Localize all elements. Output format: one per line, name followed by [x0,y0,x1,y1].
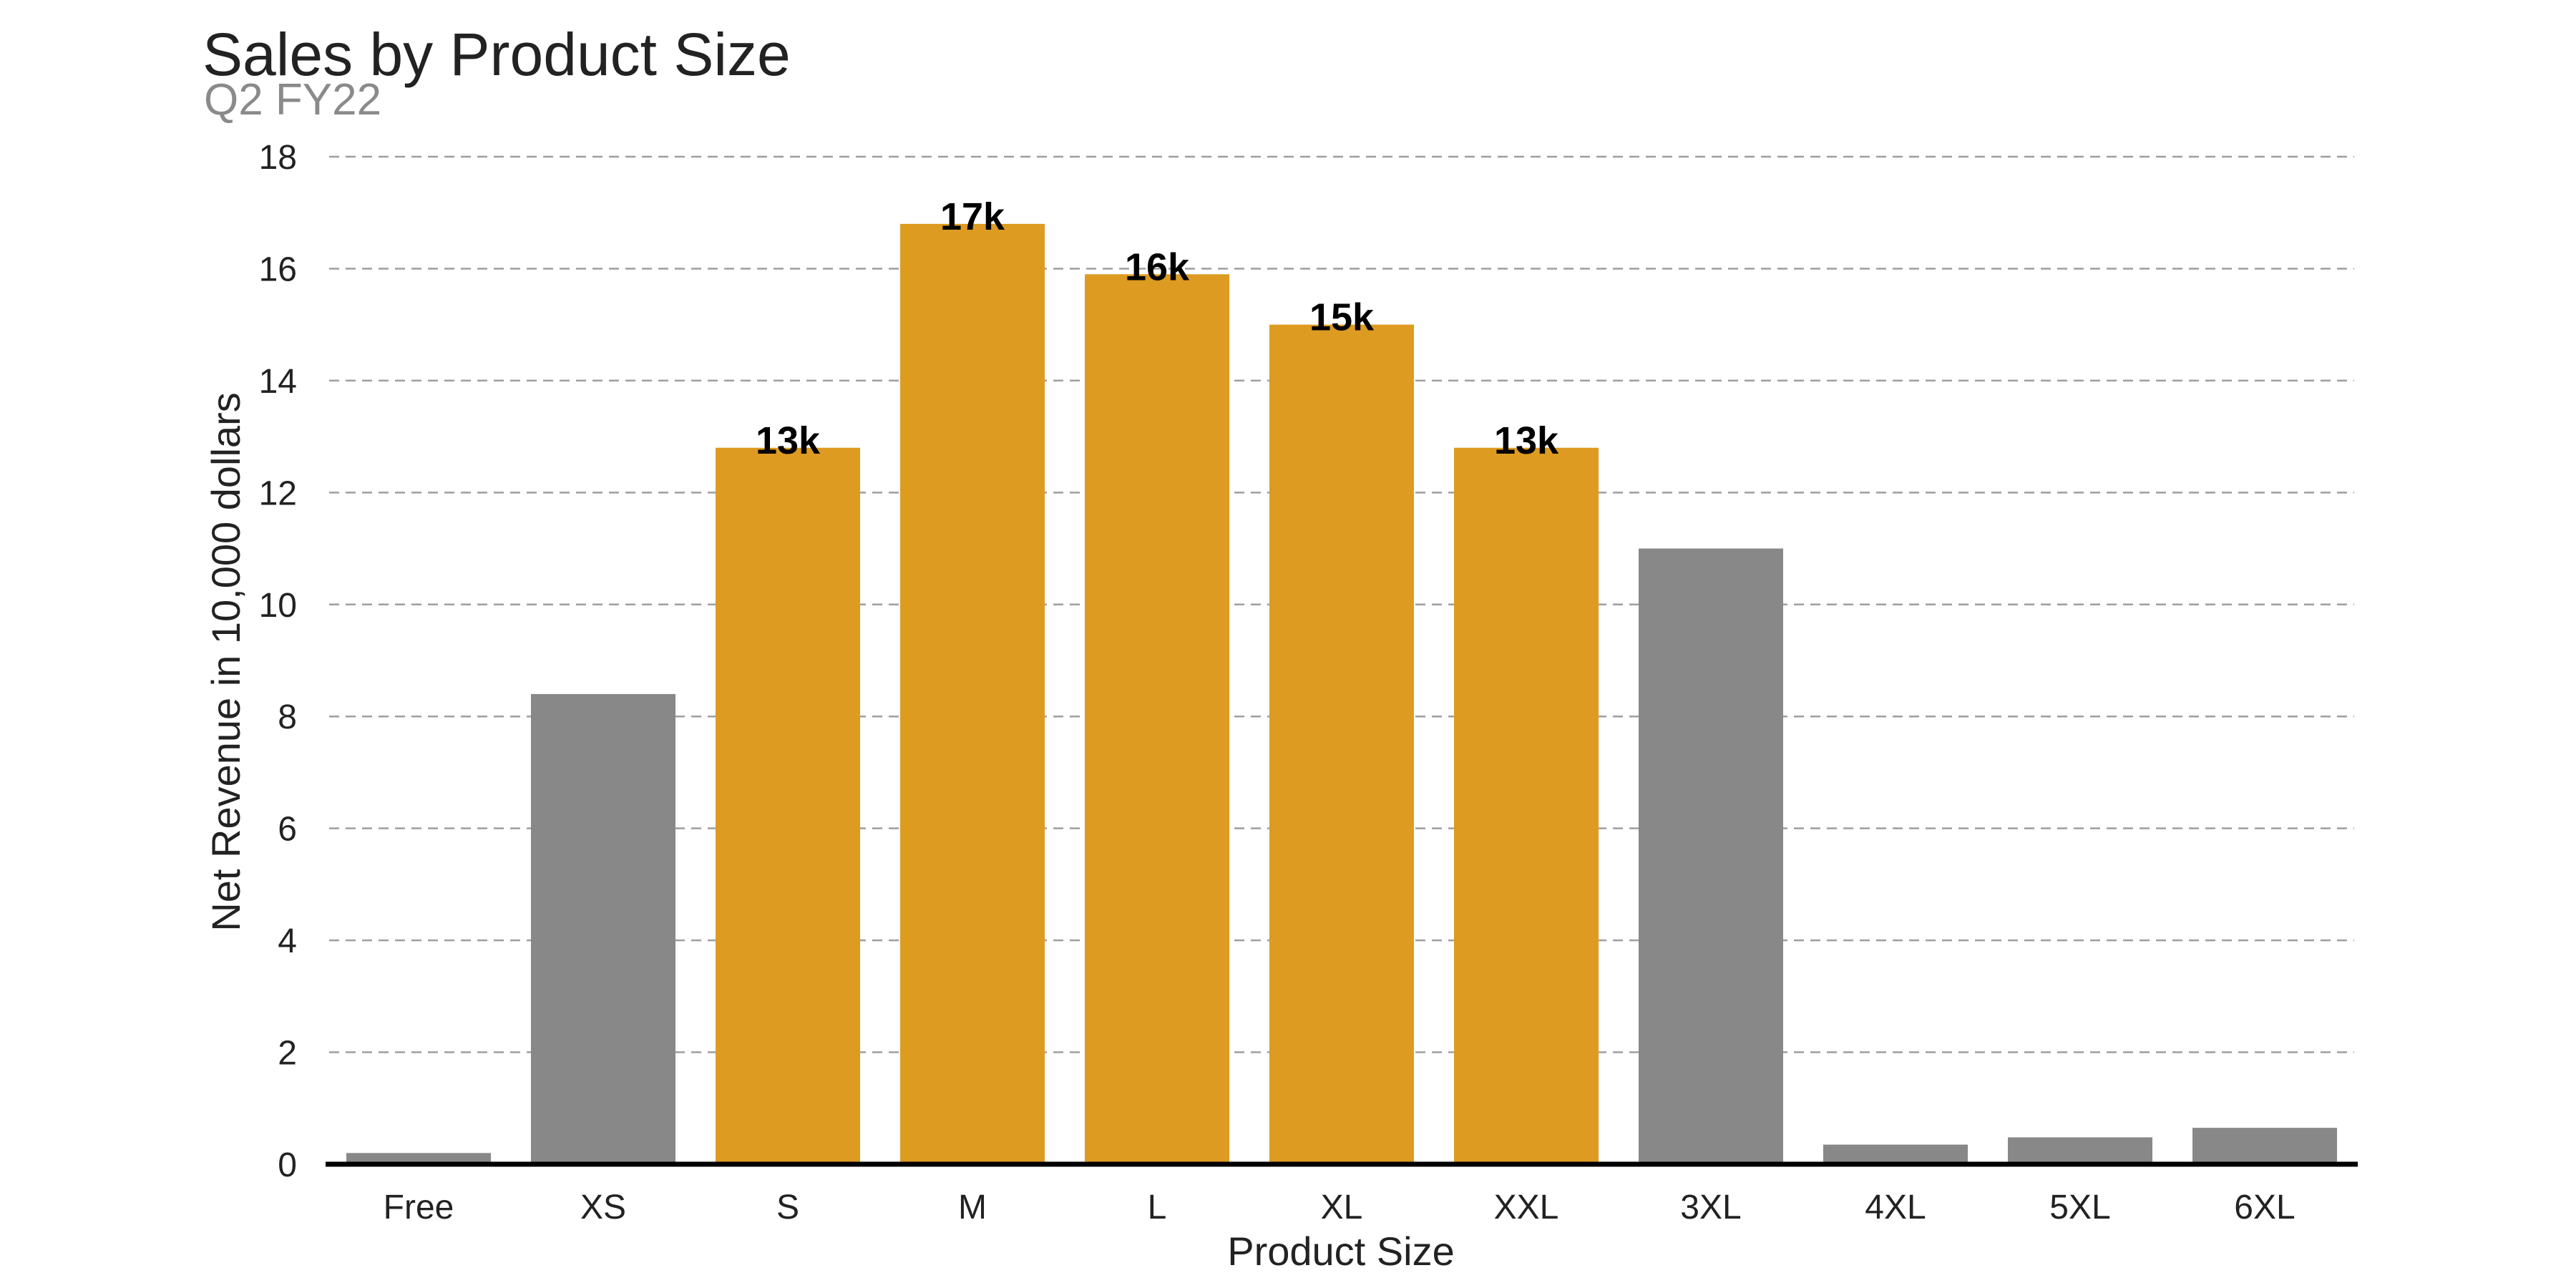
y-tick-label: 18 [259,139,297,177]
bar-m [900,223,1045,1164]
y-tick-label: 14 [259,363,297,401]
bar-xxl [1454,447,1599,1164]
data-label-xxl: 13k [1494,419,1559,462]
y-tick-label: 8 [278,698,297,736]
y-axis-ticks: 0 2 4 6 8 10 12 14 16 18 [259,139,297,1184]
y-tick-label: 0 [278,1146,297,1184]
x-tick-label: 6XL [2234,1189,2295,1226]
x-axis-ticks: Free XS S M L XL XXL 3XL 4XL 5XL 6XL [384,1189,2296,1226]
bar-xl [1269,324,1414,1165]
y-tick-label: 2 [278,1035,297,1073]
bar-4xl [1823,1144,1968,1164]
x-tick-label: XL [1321,1189,1363,1226]
data-label-xl: 15k [1309,296,1375,339]
bar-xs [531,693,675,1164]
y-tick-label: 4 [278,922,297,960]
bar-l [1085,274,1229,1165]
x-tick-label: L [1148,1189,1167,1226]
x-tick-label: XXL [1494,1189,1559,1226]
x-tick-label: XS [580,1189,626,1226]
y-tick-label: 6 [278,811,297,849]
data-labels: 13k 17k 16k 15k 13k [756,195,1559,462]
y-tick-label: 10 [259,587,297,625]
x-axis-title: Product Size [1227,1229,1455,1274]
x-tick-label: S [776,1189,799,1226]
y-tick-label: 12 [259,474,297,512]
chart-subtitle: Q2 FY22 [204,75,381,125]
y-axis-title: Net Revenue in 10,000 dollars [203,392,248,931]
bar-5xl [2008,1137,2152,1164]
data-label-s: 13k [756,419,821,462]
data-label-l: 16k [1125,245,1190,288]
x-tick-label: 5XL [2049,1189,2110,1226]
x-tick-label: 4XL [1865,1189,1926,1226]
bar-3xl [1639,548,1783,1164]
bar-free [346,1153,491,1164]
x-tick-label: M [958,1189,987,1226]
data-label-m: 17k [940,195,1005,238]
y-tick-label: 16 [259,250,297,288]
x-tick-label: 3XL [1680,1189,1741,1226]
bar-6xl [2192,1128,2337,1164]
bars [346,223,2337,1165]
x-tick-label: Free [384,1189,454,1226]
chart-title: Sales by Product Size [203,21,791,88]
bar-s [716,447,860,1164]
